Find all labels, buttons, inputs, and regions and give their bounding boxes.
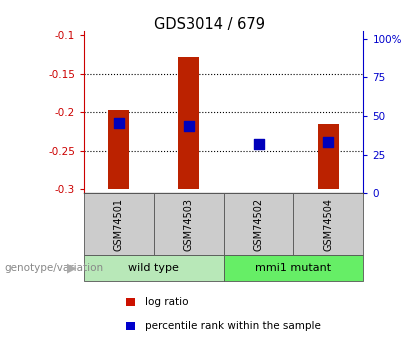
Point <box>325 139 332 145</box>
Bar <box>108 110 129 189</box>
Text: genotype/variation: genotype/variation <box>4 263 103 273</box>
Text: wild type: wild type <box>129 263 179 273</box>
Bar <box>178 57 199 189</box>
Text: GSM74502: GSM74502 <box>254 198 264 251</box>
Text: mmi1 mutant: mmi1 mutant <box>255 263 331 273</box>
Text: GSM74503: GSM74503 <box>184 198 194 251</box>
Text: GSM74501: GSM74501 <box>114 198 124 251</box>
Point <box>255 141 262 147</box>
Text: GDS3014 / 679: GDS3014 / 679 <box>155 17 265 32</box>
Text: GSM74504: GSM74504 <box>323 198 333 251</box>
Bar <box>318 124 339 189</box>
Text: percentile rank within the sample: percentile rank within the sample <box>145 321 321 331</box>
Text: ▶: ▶ <box>67 262 76 275</box>
Point <box>116 120 122 126</box>
Point <box>185 123 192 129</box>
Text: log ratio: log ratio <box>145 297 189 307</box>
